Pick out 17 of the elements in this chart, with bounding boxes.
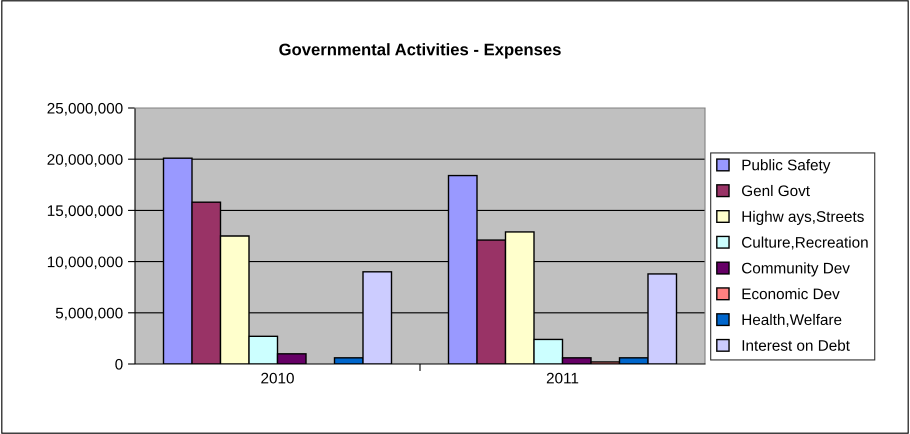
x-tick-label: 2011 [546, 372, 578, 384]
legend-label: Highw ays,Streets [742, 210, 864, 225]
legend-label: Community Dev [742, 262, 850, 277]
y-tick-label: 25,000,000 [48, 102, 123, 116]
y-tick-label: 20,000,000 [48, 154, 123, 167]
chart-title: Governmental Activities - Expenses [279, 43, 561, 59]
legend-label: Culture,Recreation [742, 236, 868, 250]
legend-label: Genl Govt [742, 184, 810, 196]
legend-label: Public Safety [742, 159, 830, 174]
y-tick-label: 5,000,000 [56, 308, 123, 320]
legend-label: Economic Dev [742, 288, 840, 300]
legend-label: Health,Welfare [742, 314, 842, 327]
x-tick-label: 2010 [261, 372, 294, 384]
legend-label: Interest on Debt [742, 340, 850, 351]
y-tick-label: 15,000,000 [48, 205, 123, 218]
y-tick-label: 0 [115, 358, 123, 370]
y-tick-label: 10,000,000 [48, 256, 123, 270]
